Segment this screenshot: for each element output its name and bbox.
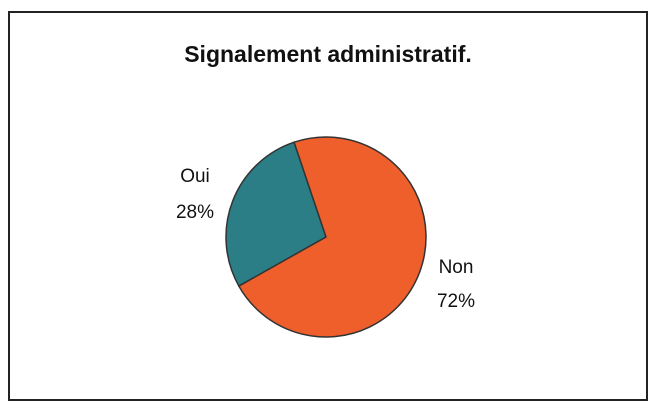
chart-title: Signalement administratif. [184, 41, 472, 67]
slice-category-label: Oui [180, 166, 210, 187]
pie-slice [237, 136, 427, 338]
slice-value-label: 28% [176, 202, 214, 223]
pie-slice [225, 141, 327, 288]
slice-category-label: Non [439, 257, 474, 278]
slice-value-label: 72% [437, 291, 475, 312]
